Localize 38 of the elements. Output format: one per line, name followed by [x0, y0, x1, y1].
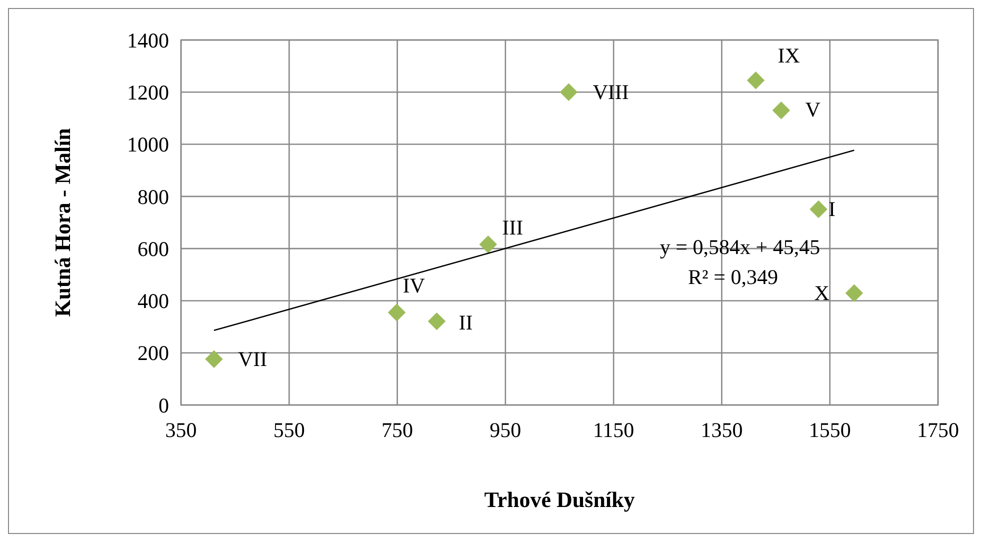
- x-tick-label: 1150: [592, 418, 634, 442]
- annotation: I: [828, 197, 836, 222]
- point: [560, 83, 578, 102]
- y-tick-label: 1000: [127, 132, 169, 157]
- x-tick-label: 550: [273, 418, 305, 442]
- y-axis-title: Kutná Hora - Malín: [50, 128, 75, 317]
- x-tick-label: 750: [382, 418, 414, 442]
- annotation: IV: [402, 273, 425, 298]
- annotation: III: [502, 215, 524, 240]
- point: [205, 350, 223, 368]
- point: [746, 72, 765, 90]
- annotation: R² = 0,349: [688, 265, 778, 289]
- point: [772, 102, 790, 120]
- point: [479, 236, 497, 254]
- y-tick-label: 1400: [127, 28, 169, 52]
- annotation: IX: [778, 43, 800, 68]
- annotation: y = 0,584x + 45,45: [660, 235, 820, 259]
- x-tick-label: 1750: [917, 418, 959, 442]
- point: [388, 304, 406, 322]
- y-tick-label: 200: [138, 341, 169, 366]
- y-tick-label: 600: [138, 236, 169, 261]
- point: [810, 200, 828, 218]
- annotation: V: [805, 97, 820, 122]
- x-axis-title: Trhové Dušníky: [484, 487, 635, 512]
- y-tick-label: 400: [138, 289, 169, 314]
- annotation: VIII: [592, 80, 629, 104]
- y-tick-label: 0: [158, 393, 169, 418]
- point: [845, 284, 864, 302]
- y-tick-label: 1200: [127, 80, 169, 104]
- annotation: VII: [238, 347, 268, 372]
- annotation: X: [814, 281, 830, 306]
- point: [428, 312, 446, 330]
- y-tick-label: 800: [138, 184, 169, 209]
- x-tick-label: 950: [490, 418, 522, 442]
- x-tick-label: 1550: [808, 418, 851, 442]
- x-tick-label: 1350: [700, 418, 743, 442]
- annotation: II: [458, 310, 473, 334]
- x-tick-label: 350: [165, 418, 197, 442]
